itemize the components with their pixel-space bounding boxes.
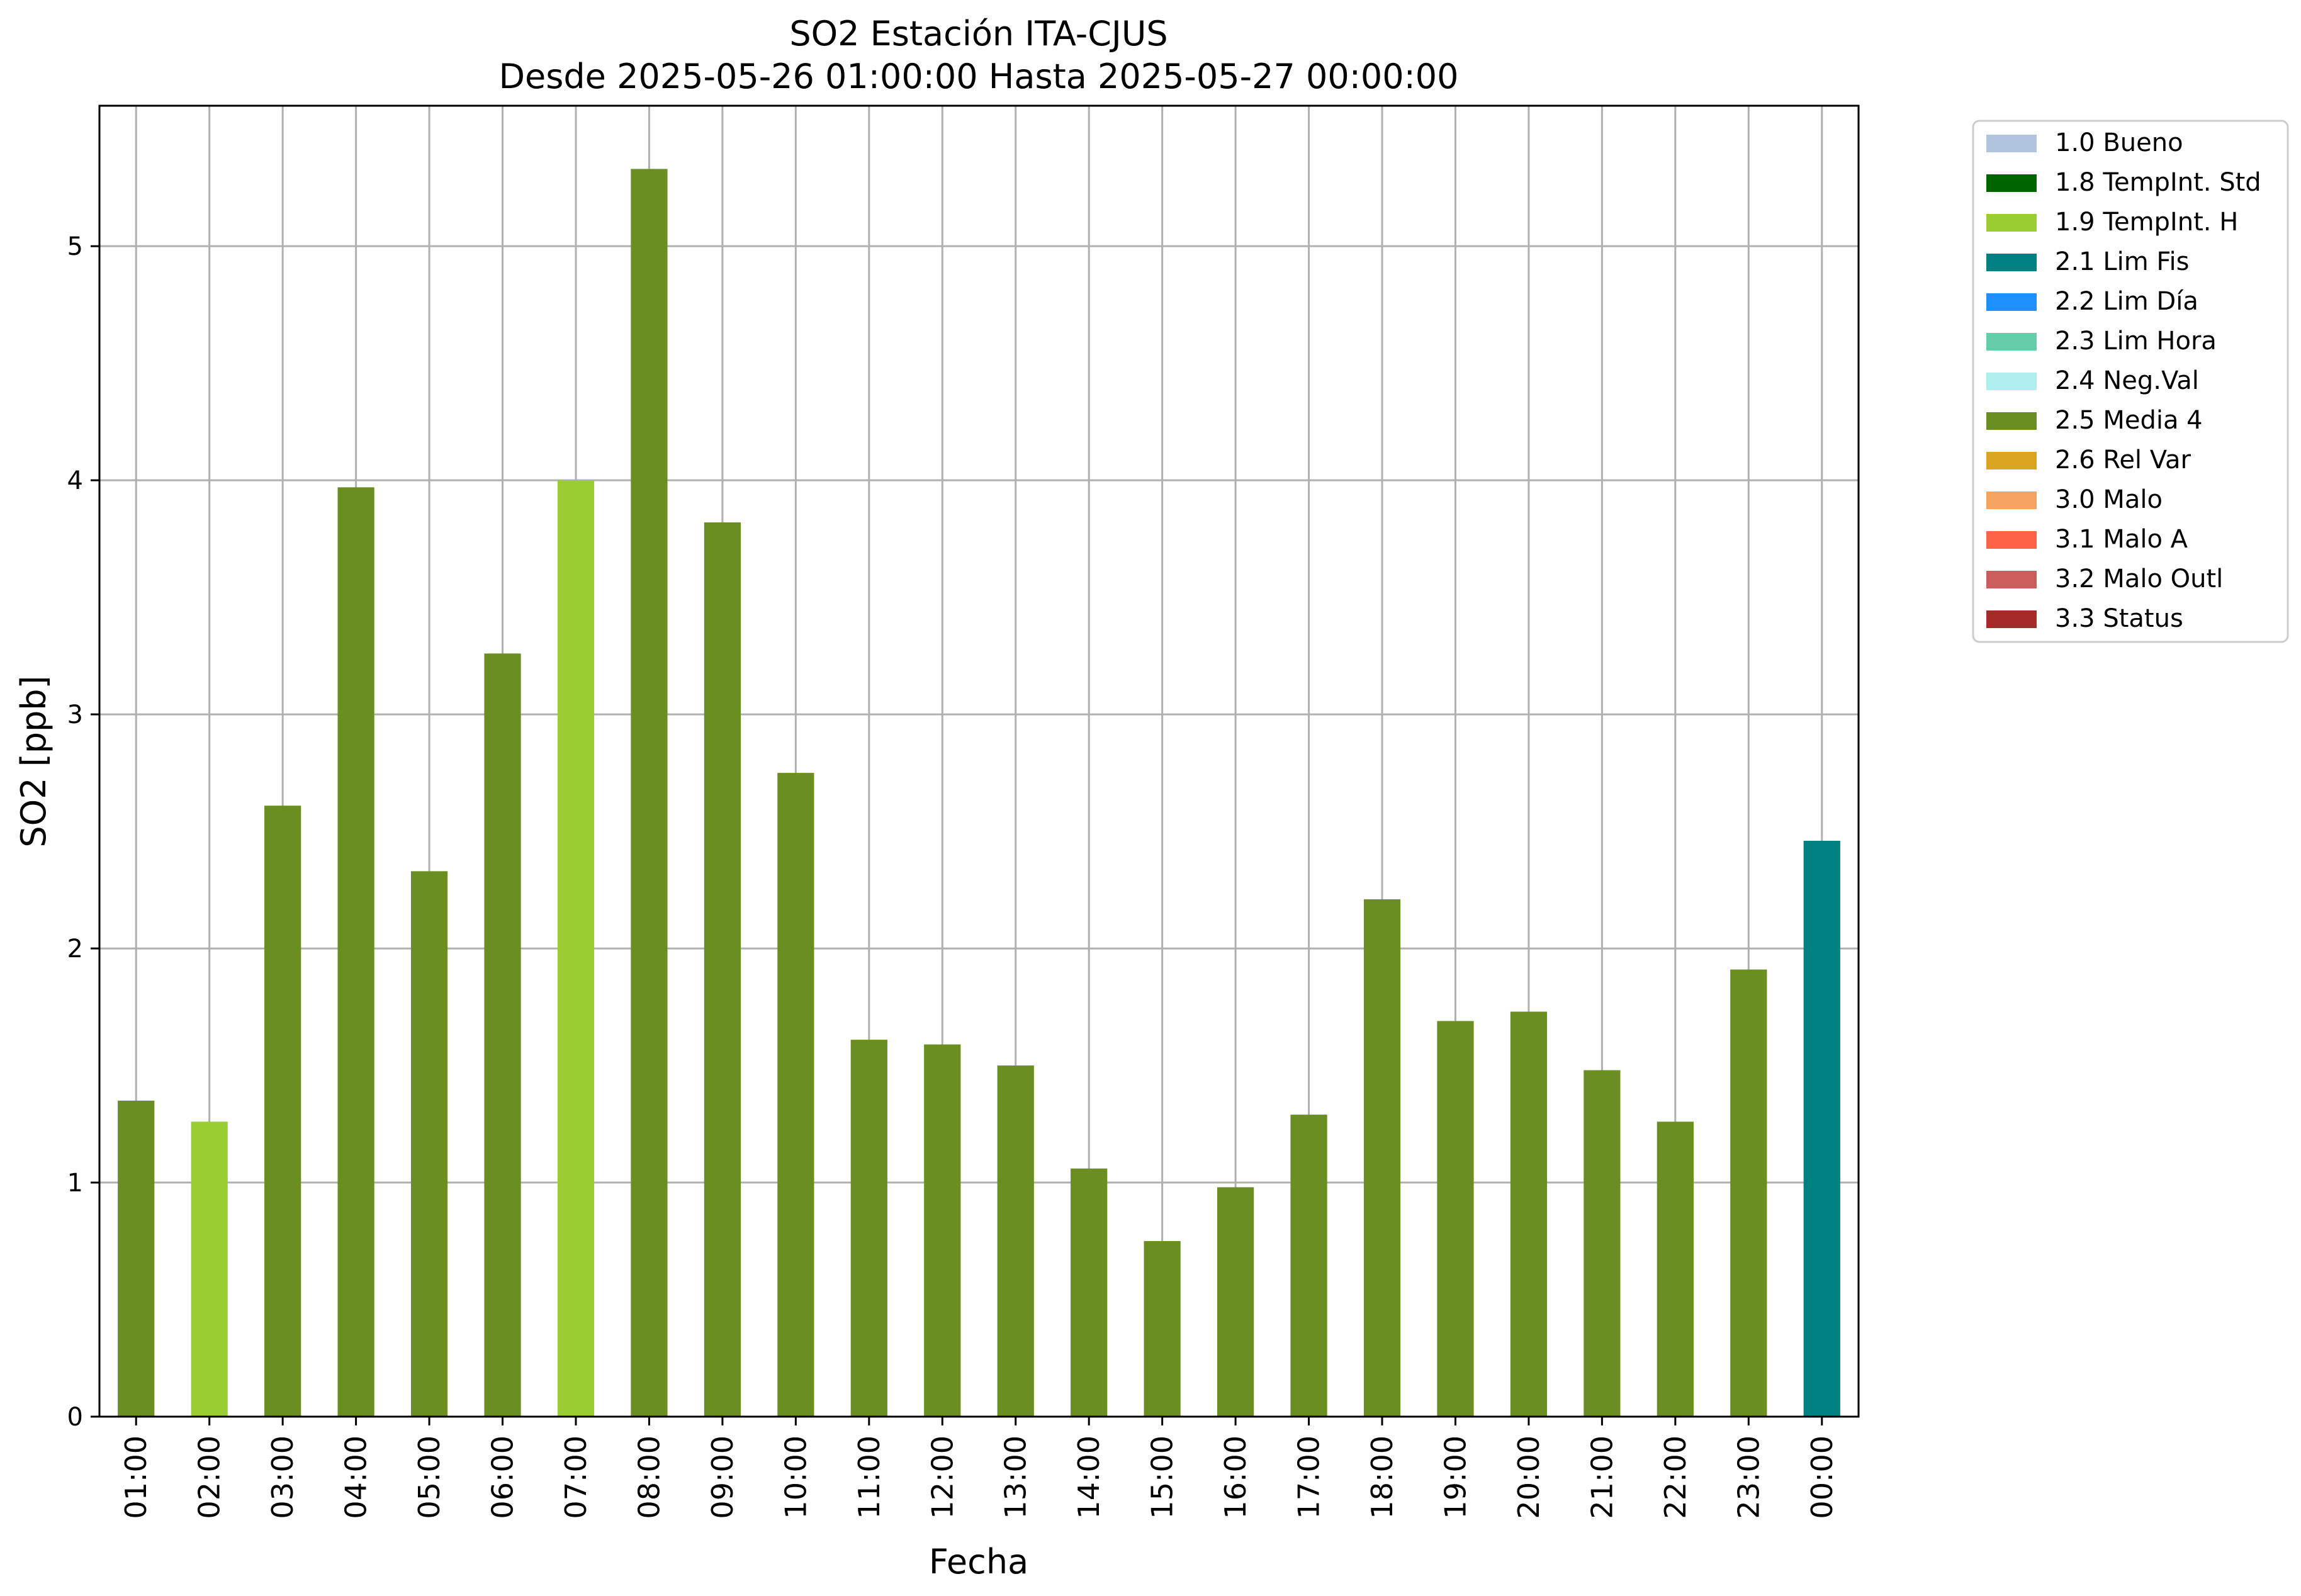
x-tick-label: 05:00 [412,1436,446,1519]
bar-1300 [997,1065,1034,1417]
y-tick-label: 5 [67,232,83,261]
legend-swatch [1986,531,2037,549]
x-tick-label: 07:00 [559,1436,593,1519]
legend-label: 1.9 TempInt. H [2055,208,2238,237]
y-tick-label: 4 [67,466,83,495]
bar-0700 [557,480,595,1417]
legend-label: 1.0 Bueno [2055,128,2183,157]
bar-0600 [484,653,521,1417]
bar-0200 [191,1121,228,1417]
y-tick-label: 3 [67,700,83,729]
bar-1600 [1217,1187,1254,1417]
x-tick-label: 18:00 [1365,1436,1399,1519]
y-tick-label: 0 [67,1403,83,1432]
bar-0900 [704,522,741,1417]
x-tick-label: 12:00 [925,1436,959,1519]
x-tick-label: 23:00 [1731,1436,1765,1519]
y-tick-label: 2 [67,935,83,964]
x-tick-label: 15:00 [1145,1436,1179,1519]
bar-0000 [1803,840,1840,1417]
x-tick-label: 00:00 [1805,1436,1839,1519]
legend-swatch [1986,174,2037,192]
legend-swatch [1986,135,2037,152]
bars [118,169,1840,1417]
bar-2200 [1657,1121,1694,1417]
legend-swatch [1986,492,2037,509]
x-tick-label: 09:00 [706,1436,740,1519]
x-tick-label: 14:00 [1072,1436,1106,1519]
x-axis-label: Fecha [929,1542,1028,1582]
y-axis-ticks: 0 1 2 3 4 5 [67,232,99,1432]
x-tick-label: 21:00 [1585,1436,1619,1519]
x-tick-label: 19:00 [1438,1436,1472,1519]
legend-label: 2.4 Neg.Val [2055,366,2199,395]
x-tick-label: 11:00 [852,1436,886,1519]
y-axis-label: SO2 [ppb] [14,675,53,847]
bar-1100 [850,1040,887,1417]
bar-0100 [118,1100,155,1417]
y-tick-label: 1 [67,1169,83,1198]
bar-0800 [631,169,668,1417]
bar-2300 [1730,969,1767,1417]
legend-swatch [1986,333,2037,351]
bar-2000 [1510,1011,1548,1417]
legend-swatch [1986,254,2037,271]
x-tick-label: 08:00 [632,1436,666,1519]
x-tick-label: 02:00 [193,1436,227,1519]
chart-subtitle: Desde 2025-05-26 01:00:00 Hasta 2025-05-… [498,57,1458,96]
bar-1000 [777,773,814,1417]
bar-0500 [410,871,448,1417]
plot-frame [98,104,1860,1418]
bar-1900 [1437,1021,1474,1417]
bar-1400 [1071,1168,1108,1417]
chart-title: SO2 Estación ITA-CJUS [789,14,1167,53]
x-tick-label: 22:00 [1658,1436,1692,1519]
bar-2100 [1584,1070,1621,1417]
legend-label: 2.5 Media 4 [2055,406,2203,435]
legend-label: 1.8 TempInt. Std [2055,168,2261,197]
legend-label: 3.2 Malo Outl [2055,565,2223,593]
x-tick-label: 13:00 [999,1436,1033,1519]
bar-1200 [924,1044,961,1417]
legend-swatch [1986,571,2037,588]
legend-swatch [1986,452,2037,469]
legend-swatch [1986,293,2037,311]
x-tick-label: 01:00 [119,1436,153,1519]
legend-swatch [1986,610,2037,628]
bar-1800 [1363,899,1401,1417]
x-tick-label: 04:00 [339,1436,373,1519]
x-tick-label: 17:00 [1292,1436,1326,1519]
legend-label: 3.0 Malo [2055,485,2163,514]
x-tick-label: 03:00 [266,1436,300,1519]
legend-swatch [1986,412,2037,430]
bar-1500 [1144,1241,1181,1417]
x-tick-label: 20:00 [1512,1436,1546,1519]
legend-swatch [1986,373,2037,390]
x-tick-label: 10:00 [779,1436,813,1519]
legend-label: 2.2 Lim Día [2055,287,2198,316]
legend-swatch [1986,214,2037,232]
legend-label: 2.6 Rel Var [2055,446,2191,475]
x-tick-label: 06:00 [486,1436,520,1519]
legend-label: 2.3 Lim Hora [2055,327,2217,356]
bar-0400 [337,487,374,1417]
x-tick-label: 16:00 [1218,1436,1252,1519]
legend-label: 3.1 Malo A [2055,525,2188,554]
legend-label: 3.3 Status [2055,604,2183,633]
bar-0300 [264,806,301,1417]
bar-1700 [1290,1115,1327,1417]
x-axis-ticks: 01:00 02:00 03:00 04:00 05:00 06:00 07:00 08:00… [119,1417,1839,1519]
legend: 1.0 Bueno 1.8 TempInt. Std 1.9 TempInt. H 2… [1972,120,2289,643]
legend-label: 2.1 Lim Fis [2055,247,2189,276]
legend-frame [1972,120,2289,643]
